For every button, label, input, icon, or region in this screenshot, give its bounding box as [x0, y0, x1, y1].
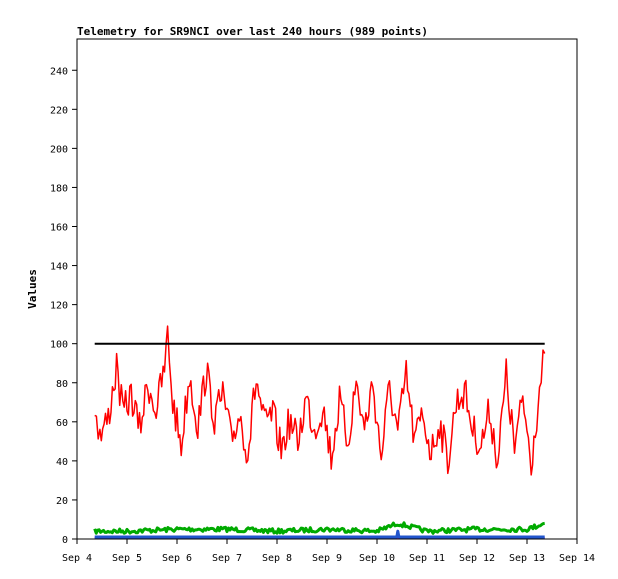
y-tick-label: 20	[56, 496, 68, 507]
y-axis: 0 20 40 60 80 100 120 140 160 180 200 220 240	[50, 66, 77, 546]
x-tick-label: Sep 6	[162, 553, 192, 564]
y-tick-label: 60	[56, 418, 68, 429]
x-tick-label: Sep 14	[559, 553, 595, 564]
x-tick-label: Sep 4	[62, 553, 92, 564]
series-line-3	[93, 521, 545, 535]
x-tick-label: Sep 12	[459, 553, 495, 564]
y-tick-label: 180	[50, 183, 68, 194]
y-tick-label: 160	[50, 223, 68, 234]
y-axis-label: Values	[26, 269, 39, 309]
y-tick-label: 120	[50, 301, 68, 312]
series-layer	[93, 325, 546, 539]
y-tick-label: 40	[56, 457, 68, 468]
x-tick-label: Sep 11	[409, 553, 445, 564]
y-tick-label: 0	[62, 535, 68, 546]
y-tick-label: 140	[50, 262, 68, 273]
x-tick-label: Sep 10	[359, 553, 395, 564]
y-tick-label: 240	[50, 66, 68, 77]
series-line-4	[94, 529, 545, 539]
x-tick-label: Sep 9	[312, 553, 342, 564]
y-tick-label: 220	[50, 105, 68, 116]
x-tick-label: Sep 8	[262, 553, 292, 564]
y-tick-label: 200	[50, 144, 68, 155]
y-tick-label: 80	[56, 379, 68, 390]
x-axis: Sep 4 Sep 5 Sep 6 Sep 7 Sep 8 Sep 9 Sep 10 Sep …	[62, 539, 595, 564]
series-line-2	[94, 325, 546, 476]
plot-frame	[76, 38, 578, 540]
chart-title: Telemetry for SR9NCI over last 240 hours…	[77, 25, 428, 38]
y-tick-label: 100	[50, 340, 68, 351]
x-tick-label: Sep 7	[212, 553, 242, 564]
x-tick-label: Sep 13	[509, 553, 545, 564]
x-tick-label: Sep 5	[112, 553, 142, 564]
